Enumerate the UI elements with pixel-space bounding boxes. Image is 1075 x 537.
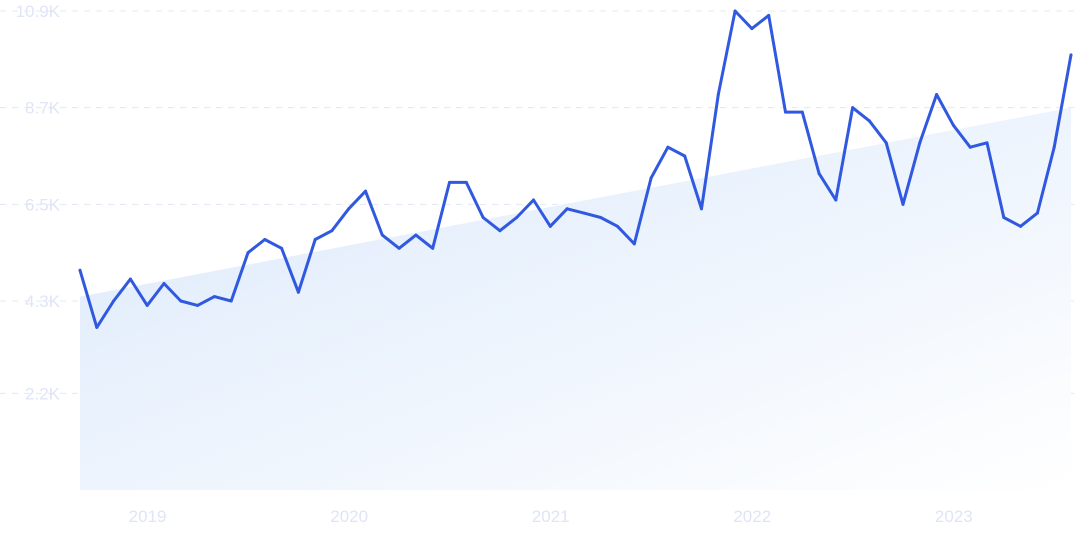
data-point-0-1 [95,325,99,329]
data-point-0-16 [347,207,351,211]
data-point-0-42 [783,110,787,114]
data-point-0-57 [1035,211,1039,215]
data-point-0-38 [716,92,720,96]
data-point-0-12 [280,246,284,250]
series-line-0 [78,9,1073,329]
data-point-0-18 [380,233,384,237]
y-tick-label-4: 10.9K [16,2,61,21]
x-tick-label-1: 2020 [330,507,368,526]
data-point-0-44 [817,172,821,176]
data-point-0-39 [733,9,737,13]
data-point-0-40 [750,27,754,31]
series-line-layer [78,9,1073,329]
data-point-0-43 [800,110,804,114]
data-point-0-19 [397,246,401,250]
data-point-0-22 [448,180,452,184]
data-point-0-15 [330,229,334,233]
data-point-0-23 [464,180,468,184]
data-point-0-28 [548,224,552,228]
data-point-0-0 [78,268,82,272]
data-point-0-58 [1052,145,1056,149]
data-point-0-49 [901,202,905,206]
data-point-0-9 [229,299,233,303]
data-point-0-45 [834,198,838,202]
data-point-0-21 [431,246,435,250]
y-axis-tick-labels: 2.2K 4.3K 6.5K 8.7K 10.9K [16,2,61,403]
data-point-0-41 [767,13,771,17]
data-point-0-5 [162,281,166,285]
data-point-0-8 [212,295,216,299]
data-point-0-53 [968,145,972,149]
data-point-0-26 [515,216,519,220]
data-point-0-52 [951,123,955,127]
y-tick-label-2: 6.5K [25,195,61,214]
x-tick-label-2: 2021 [532,507,570,526]
data-point-0-14 [313,238,317,242]
data-point-0-3 [128,277,132,281]
data-point-0-24 [481,216,485,220]
data-point-0-31 [599,216,603,220]
x-tick-label-0: 2019 [129,507,167,526]
data-point-0-55 [1002,216,1006,220]
data-point-0-56 [1019,224,1023,228]
data-point-0-32 [615,224,619,228]
data-point-0-48 [884,141,888,145]
data-point-0-30 [582,211,586,215]
data-point-0-13 [296,290,300,294]
data-point-0-6 [179,299,183,303]
data-point-0-34 [649,176,653,180]
data-point-0-47 [867,119,871,123]
data-point-0-11 [263,238,267,242]
data-point-0-17 [364,189,368,193]
data-point-0-7 [196,303,200,307]
trend-area [80,107,1071,491]
trend-area-fill [80,107,1071,491]
data-point-0-35 [666,145,670,149]
data-point-0-2 [112,299,116,303]
data-point-0-10 [246,251,250,255]
y-tick-label-1: 4.3K [25,292,61,311]
data-point-0-36 [683,154,687,158]
data-point-0-54 [985,141,989,145]
y-tick-label-0: 2.2K [25,384,61,403]
x-axis-tick-labels: 2019 2020 2021 2022 2023 [129,507,973,526]
data-point-0-20 [414,233,418,237]
data-point-0-4 [145,303,149,307]
data-point-0-29 [565,207,569,211]
x-tick-label-4: 2023 [935,507,973,526]
data-point-0-27 [532,198,536,202]
y-tick-label-3: 8.7K [25,99,61,118]
data-point-0-25 [498,229,502,233]
data-point-0-46 [851,106,855,110]
data-point-0-50 [918,141,922,145]
data-point-0-37 [699,207,703,211]
x-tick-label-3: 2022 [733,507,771,526]
data-point-0-33 [632,242,636,246]
data-point-0-59 [1069,53,1073,57]
data-point-0-51 [935,92,939,96]
